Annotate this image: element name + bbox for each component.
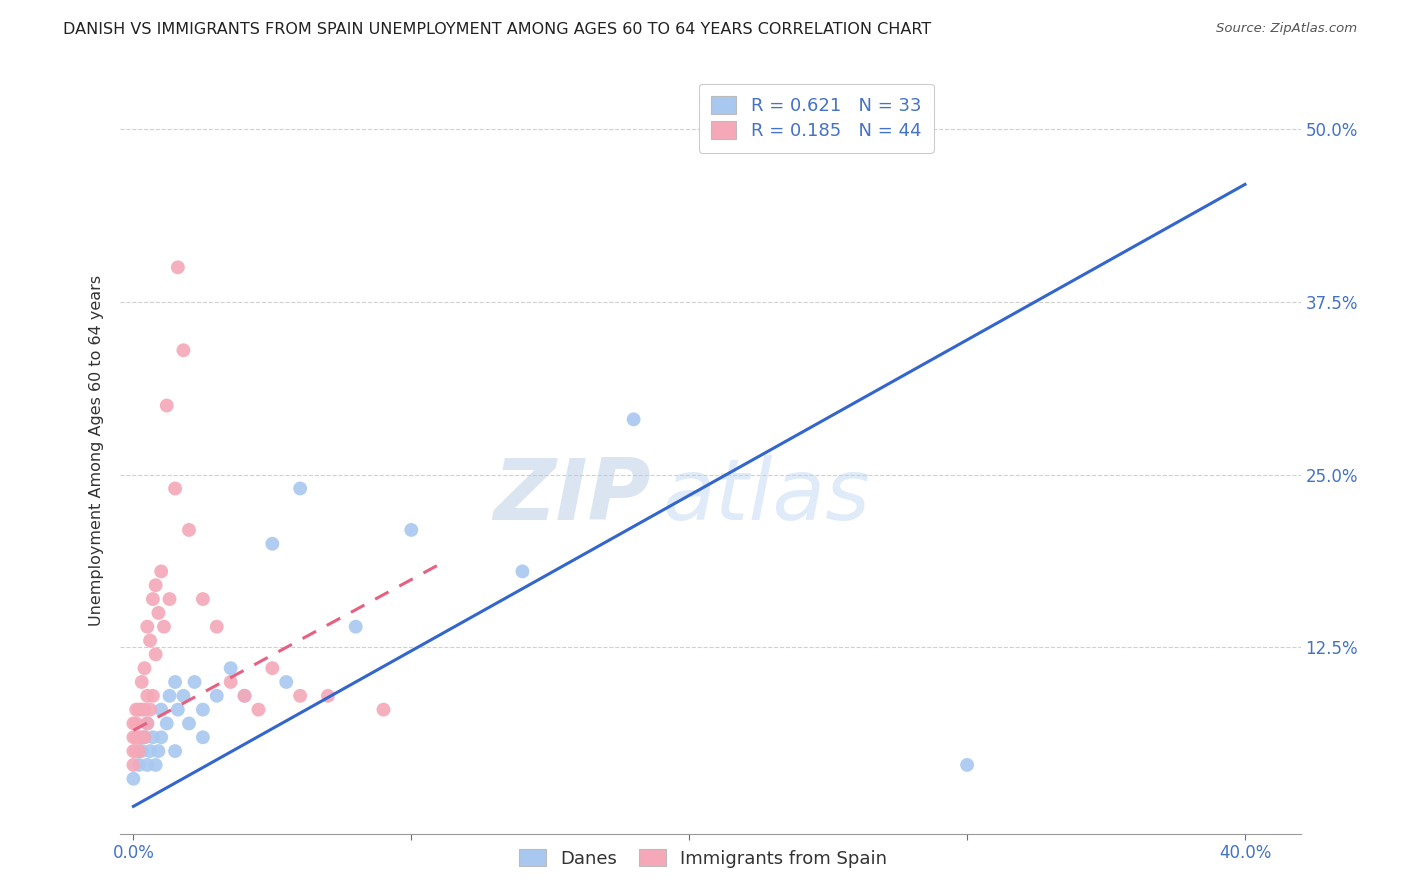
Point (233, 689, 256, 703)
Point (191, 703, 214, 717)
Point (262, 537, 284, 551)
Point (276, 675, 298, 690)
Point (142, 731, 165, 745)
Point (136, 620, 159, 634)
Point (288, 482, 311, 496)
Point (122, 716, 145, 731)
Point (172, 689, 194, 703)
Point (150, 703, 173, 717)
Point (125, 731, 148, 745)
Point (131, 675, 153, 690)
Point (159, 592, 181, 607)
Point (128, 744, 150, 758)
Point (288, 689, 311, 703)
Point (512, 565, 534, 579)
Text: ZIP: ZIP (494, 455, 651, 538)
Point (125, 744, 148, 758)
Point (148, 744, 170, 758)
Point (247, 703, 270, 717)
Point (128, 703, 150, 717)
Point (205, 620, 228, 634)
Text: atlas: atlas (662, 455, 870, 538)
Point (148, 606, 170, 620)
Text: DANISH VS IMMIGRANTS FROM SPAIN UNEMPLOYMENT AMONG AGES 60 TO 64 YEARS CORRELATI: DANISH VS IMMIGRANTS FROM SPAIN UNEMPLOY… (63, 22, 932, 37)
Point (165, 675, 187, 690)
Point (219, 661, 242, 675)
Point (145, 648, 167, 662)
Point (131, 703, 153, 717)
Point (153, 620, 176, 634)
Point (134, 661, 156, 675)
Point (142, 592, 165, 607)
Legend: Danes, Immigrants from Spain: Danes, Immigrants from Spain (508, 838, 898, 879)
Legend: R = 0.621   N = 33, R = 0.185   N = 44: R = 0.621 N = 33, R = 0.185 N = 44 (699, 84, 934, 153)
Point (128, 758, 150, 772)
Point (134, 703, 156, 717)
Point (139, 703, 162, 717)
Point (623, 412, 645, 426)
Point (131, 731, 153, 745)
Point (205, 689, 228, 703)
Point (122, 772, 145, 786)
Point (134, 731, 156, 745)
Point (142, 689, 165, 703)
Point (139, 633, 162, 648)
Point (136, 758, 159, 772)
Point (156, 399, 179, 413)
Point (150, 565, 173, 579)
Point (159, 689, 181, 703)
Point (177, 523, 200, 537)
Point (150, 731, 173, 745)
Point (134, 731, 156, 745)
Point (145, 758, 167, 772)
Point (219, 675, 242, 690)
Point (191, 731, 214, 745)
Y-axis label: Unemployment Among Ages 60 to 64 years: Unemployment Among Ages 60 to 64 years (89, 275, 104, 626)
Point (373, 703, 395, 717)
Point (344, 620, 367, 634)
Point (125, 703, 148, 717)
Point (401, 523, 423, 537)
Text: Source: ZipAtlas.com: Source: ZipAtlas.com (1216, 22, 1357, 36)
Point (316, 689, 339, 703)
Point (122, 731, 145, 745)
Point (167, 703, 190, 717)
Point (122, 744, 145, 758)
Point (172, 343, 194, 358)
Point (956, 758, 979, 772)
Point (177, 716, 200, 731)
Point (139, 744, 162, 758)
Point (167, 260, 190, 275)
Point (131, 744, 153, 758)
Point (156, 716, 179, 731)
Point (183, 675, 205, 690)
Point (122, 758, 145, 772)
Point (233, 689, 256, 703)
Point (145, 578, 167, 592)
Point (125, 716, 148, 731)
Point (128, 731, 150, 745)
Point (136, 716, 159, 731)
Point (191, 592, 214, 607)
Point (136, 716, 159, 731)
Point (262, 661, 284, 675)
Point (136, 689, 159, 703)
Point (165, 482, 187, 496)
Point (165, 744, 187, 758)
